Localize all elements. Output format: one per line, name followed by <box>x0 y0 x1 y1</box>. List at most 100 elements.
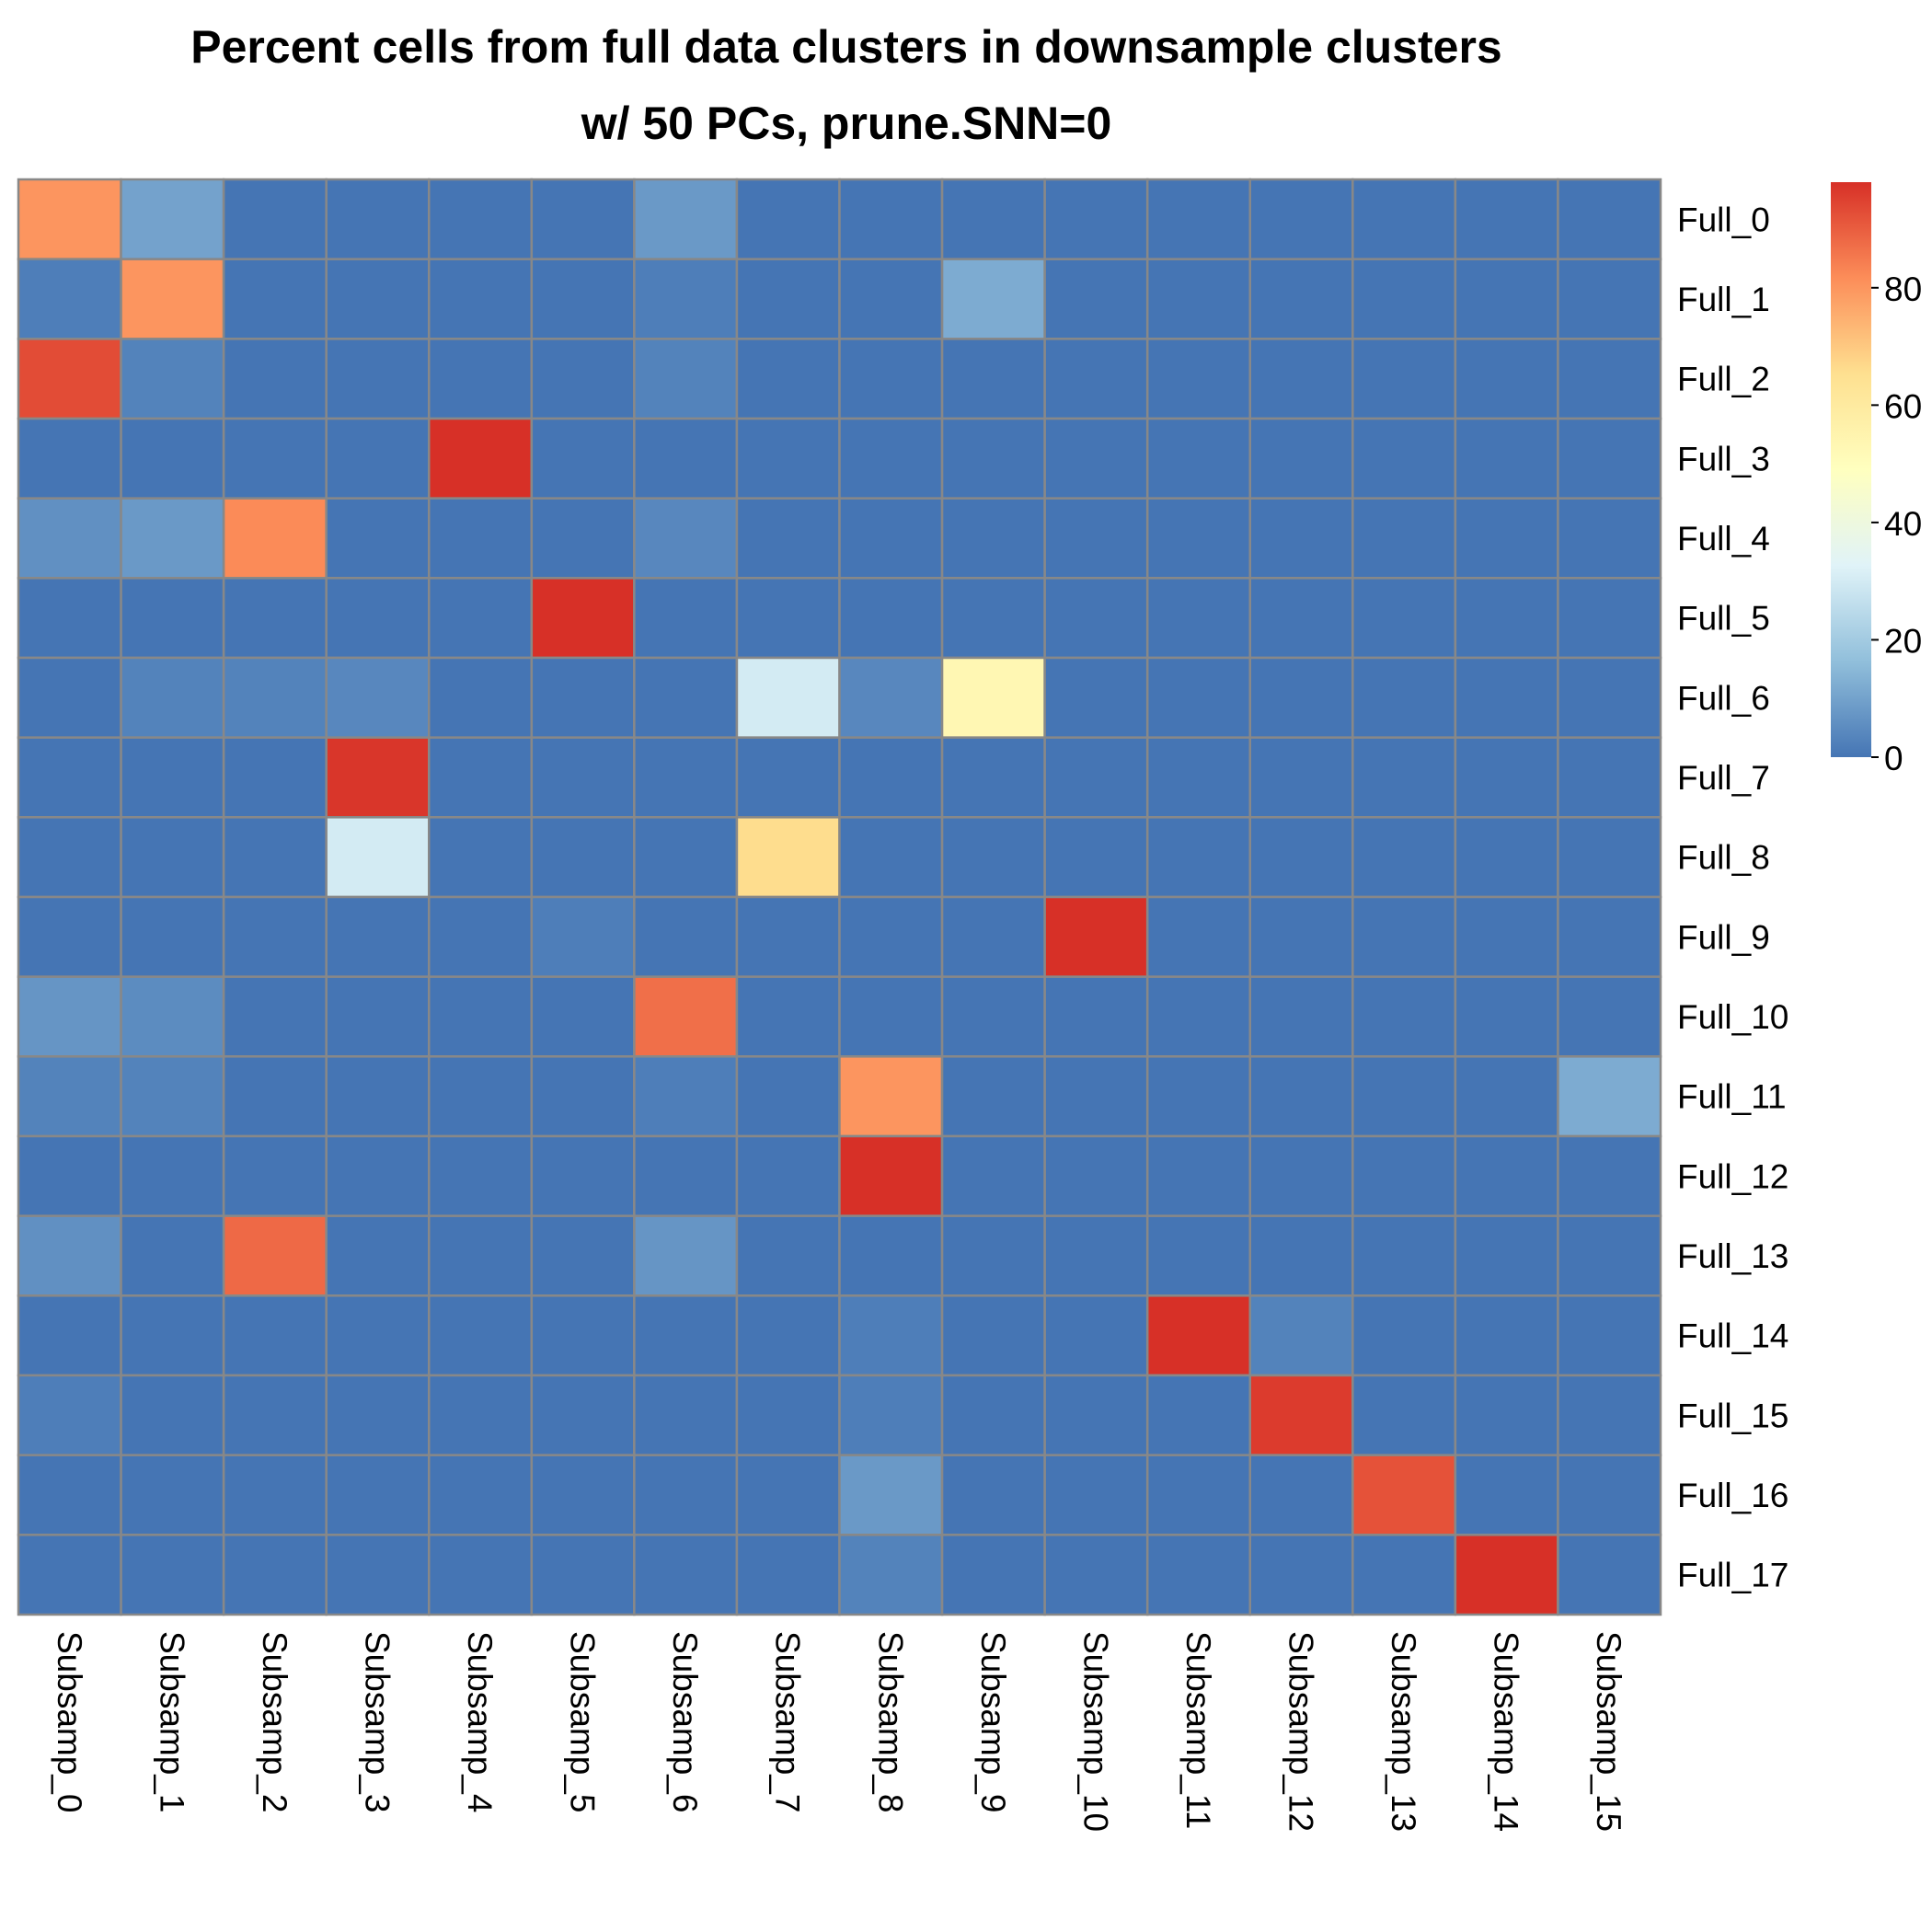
heatmap-cell <box>428 1534 534 1616</box>
heatmap-cell <box>940 577 1046 660</box>
heatmap-cell <box>17 1374 122 1456</box>
heatmap-cell <box>530 1134 636 1217</box>
heatmap-cell <box>120 1134 225 1217</box>
heatmap-cell <box>1248 1374 1354 1456</box>
heatmap-cell <box>530 1214 636 1297</box>
heatmap-cell <box>940 736 1046 819</box>
heatmap-cell <box>1145 736 1251 819</box>
heatmap-cell <box>1351 258 1457 340</box>
heatmap-cell <box>17 656 122 739</box>
heatmap-cell <box>1351 1134 1457 1217</box>
heatmap-cell <box>838 1534 944 1616</box>
column-label: Subsamp_11 <box>1179 1631 1217 1829</box>
heatmap-cell <box>633 1134 739 1217</box>
row-label: Full_6 <box>1677 679 1770 717</box>
heatmap-cell <box>838 497 944 580</box>
heatmap-cell <box>1557 895 1662 978</box>
heatmap-cell <box>17 338 122 420</box>
heatmap-cell <box>838 1055 944 1138</box>
heatmap-cell <box>1351 895 1457 978</box>
column-label: Subsamp_1 <box>153 1631 190 1812</box>
heatmap-cell <box>1145 338 1251 420</box>
heatmap-cell <box>530 258 636 340</box>
heatmap-cell <box>1351 975 1457 1058</box>
heatmap-cell <box>735 1534 841 1616</box>
heatmap-cell <box>838 338 944 420</box>
heatmap-cell <box>222 1534 328 1616</box>
heatmap-cell <box>1454 895 1559 978</box>
heatmap-cell <box>735 178 841 260</box>
heatmap-cell <box>530 178 636 260</box>
heatmap-cell <box>325 577 431 660</box>
heatmap-cell <box>325 975 431 1058</box>
heatmap-cell <box>428 417 534 500</box>
heatmap-cell <box>633 338 739 420</box>
heatmap-cell <box>428 338 534 420</box>
column-label: Subsamp_10 <box>1076 1631 1114 1832</box>
heatmap-cell <box>1351 178 1457 260</box>
heatmap-cell <box>1351 1454 1457 1536</box>
heatmap-cell <box>325 1534 431 1616</box>
heatmap-cell <box>325 816 431 899</box>
heatmap-cell <box>838 975 944 1058</box>
heatmap-cell <box>17 1214 122 1297</box>
heatmap-cell <box>530 577 636 660</box>
heatmap-cell <box>17 258 122 340</box>
column-label: Subsamp_6 <box>666 1631 704 1812</box>
heatmap-cell <box>222 656 328 739</box>
heatmap-cell <box>17 417 122 500</box>
heatmap-cell <box>17 895 122 978</box>
heatmap-cell <box>1351 656 1457 739</box>
heatmap-cell <box>120 1374 225 1456</box>
heatmap-cell <box>120 338 225 420</box>
heatmap-cell <box>17 1134 122 1217</box>
heatmap-cell <box>325 656 431 739</box>
heatmap-cell <box>735 338 841 420</box>
heatmap-cell <box>1145 1294 1251 1377</box>
heatmap-cell <box>838 1214 944 1297</box>
row-label: Full_15 <box>1677 1397 1788 1434</box>
row-label: Full_0 <box>1677 201 1770 238</box>
heatmap-cell <box>1557 816 1662 899</box>
heatmap-cell <box>1557 975 1662 1058</box>
column-label: Subsamp_5 <box>564 1631 602 1812</box>
heatmap-cell <box>1351 816 1457 899</box>
heatmap-cell <box>633 178 739 260</box>
heatmap-cell <box>428 656 534 739</box>
heatmap-cell <box>530 736 636 819</box>
heatmap-cell <box>1454 417 1559 500</box>
row-label: Full_7 <box>1677 759 1770 797</box>
heatmap-cell <box>940 1374 1046 1456</box>
heatmap-cell <box>530 1374 636 1456</box>
heatmap-cell <box>1043 178 1149 260</box>
heatmap-cell <box>222 736 328 819</box>
heatmap-cell <box>428 975 534 1058</box>
heatmap-cell <box>428 895 534 978</box>
heatmap-cell <box>735 497 841 580</box>
heatmap-cell <box>1351 1214 1457 1297</box>
chart-subtitle: w/ 50 PCs, prune.SNN=0 <box>581 98 1112 149</box>
heatmap-cell <box>222 1134 328 1217</box>
heatmap-cell <box>1248 1214 1354 1297</box>
heatmap-cell <box>1145 1055 1251 1138</box>
heatmap-cell <box>633 1454 739 1536</box>
heatmap-cell <box>1454 577 1559 660</box>
heatmap-cell <box>838 258 944 340</box>
heatmap-cell <box>735 1294 841 1377</box>
heatmap-cell <box>838 816 944 899</box>
heatmap-cell <box>1043 1374 1149 1456</box>
heatmap-cell <box>222 497 328 580</box>
column-label: Subsamp_2 <box>256 1631 293 1812</box>
heatmap-cell <box>1043 816 1149 899</box>
color-legend-tick-label: 60 <box>1884 387 1922 425</box>
heatmap-cell <box>120 736 225 819</box>
heatmap-cell <box>325 178 431 260</box>
heatmap-cell <box>428 736 534 819</box>
heatmap-cell <box>17 178 122 260</box>
heatmap-cell <box>633 577 739 660</box>
heatmap-cell <box>1248 577 1354 660</box>
heatmap-cell <box>1145 577 1251 660</box>
heatmap-cell <box>120 1534 225 1616</box>
heatmap-cell <box>633 816 739 899</box>
